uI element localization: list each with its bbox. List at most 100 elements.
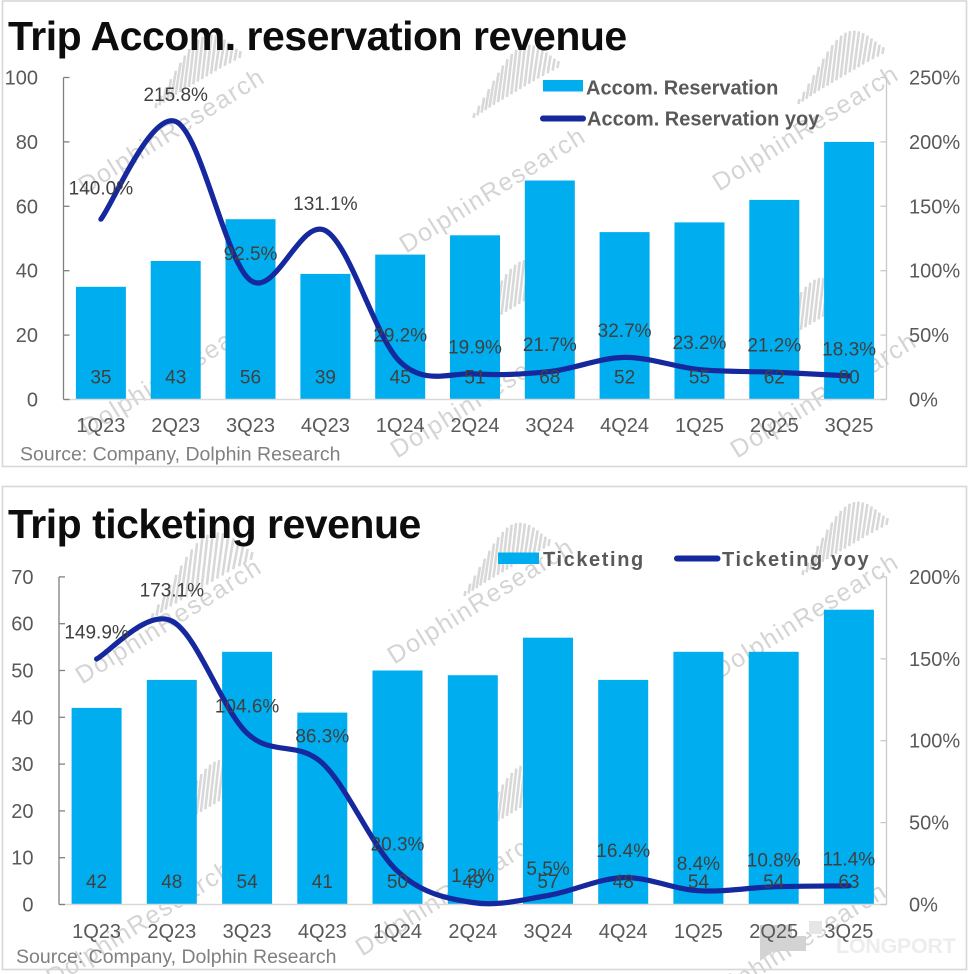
svg-text:80: 80 (16, 132, 38, 154)
svg-text:200%: 200% (909, 132, 960, 154)
svg-text:50%: 50% (909, 325, 949, 347)
svg-text:0%: 0% (909, 895, 938, 917)
svg-text:30: 30 (11, 754, 33, 776)
svg-text:1Q25: 1Q25 (674, 921, 723, 943)
svg-text:Trip ticketing revenue: Trip ticketing revenue (8, 501, 421, 547)
svg-text:41: 41 (312, 872, 333, 893)
svg-text:52: 52 (614, 368, 635, 389)
svg-text:140.0%: 140.0% (69, 179, 134, 200)
svg-text:Source: Company, Dolphin Resea: Source: Company, Dolphin Research (16, 946, 336, 968)
svg-text:Accom. Reservation yoy: Accom. Reservation yoy (587, 109, 820, 131)
svg-text:56: 56 (240, 368, 261, 389)
svg-text:104.6%: 104.6% (215, 697, 280, 718)
svg-text:2Q23: 2Q23 (147, 921, 196, 943)
svg-text:62: 62 (764, 368, 785, 389)
svg-text:21.2%: 21.2% (747, 336, 801, 357)
svg-text:86.3%: 86.3% (295, 727, 349, 748)
svg-text:21.7%: 21.7% (523, 335, 577, 356)
svg-text:2Q24: 2Q24 (448, 921, 497, 943)
svg-text:49: 49 (462, 872, 483, 893)
svg-text:48: 48 (613, 872, 634, 893)
svg-text:5.5%: 5.5% (526, 859, 569, 880)
svg-text:10.8%: 10.8% (747, 850, 801, 871)
svg-text:3Q23: 3Q23 (223, 921, 272, 943)
svg-text:1.2%: 1.2% (451, 866, 494, 887)
svg-text:68: 68 (539, 368, 560, 389)
svg-text:1Q23: 1Q23 (72, 921, 121, 943)
svg-text:1Q24: 1Q24 (373, 921, 422, 943)
svg-text:20.3%: 20.3% (371, 835, 425, 856)
svg-text:100%: 100% (909, 261, 960, 283)
svg-text:45: 45 (390, 368, 411, 389)
svg-text:50: 50 (387, 872, 408, 893)
svg-text:3Q25: 3Q25 (825, 415, 874, 437)
svg-text:70: 70 (11, 567, 33, 589)
svg-text:20: 20 (11, 801, 33, 823)
svg-text:150%: 150% (909, 649, 960, 671)
svg-text:150%: 150% (909, 196, 960, 218)
svg-text:23.2%: 23.2% (673, 333, 727, 354)
svg-text:50%: 50% (909, 813, 949, 835)
svg-text:80: 80 (839, 368, 860, 389)
svg-text:1Q23: 1Q23 (76, 415, 125, 437)
svg-text:0: 0 (27, 390, 38, 412)
svg-text:Ticketing: Ticketing (543, 549, 645, 571)
svg-text:0: 0 (22, 895, 33, 917)
svg-text:54: 54 (763, 872, 785, 893)
svg-text:54: 54 (237, 872, 259, 893)
svg-text:1Q24: 1Q24 (376, 415, 425, 437)
svg-text:18.3%: 18.3% (822, 339, 876, 360)
svg-text:3Q25: 3Q25 (824, 921, 873, 943)
svg-text:Trip Accom. reservation revenu: Trip Accom. reservation revenue (8, 13, 627, 59)
svg-text:43: 43 (165, 368, 186, 389)
svg-text:2Q25: 2Q25 (749, 921, 798, 943)
svg-text:4Q24: 4Q24 (600, 415, 649, 437)
svg-text:63: 63 (838, 872, 859, 893)
svg-text:19.9%: 19.9% (448, 337, 502, 358)
svg-text:10: 10 (11, 848, 33, 870)
svg-text:4Q23: 4Q23 (301, 415, 350, 437)
svg-text:92.5%: 92.5% (224, 244, 278, 265)
svg-text:50: 50 (11, 661, 33, 683)
svg-text:3Q23: 3Q23 (226, 415, 275, 437)
svg-text:4Q23: 4Q23 (298, 921, 347, 943)
svg-text:3Q24: 3Q24 (524, 921, 573, 943)
svg-text:Accom. Reservation: Accom. Reservation (586, 78, 778, 100)
svg-text:3Q24: 3Q24 (525, 415, 574, 437)
svg-text:Source: Company, Dolphin Resea: Source: Company, Dolphin Research (20, 444, 340, 466)
svg-text:54: 54 (688, 872, 710, 893)
svg-text:2Q25: 2Q25 (750, 415, 799, 437)
svg-text:60: 60 (16, 196, 38, 218)
svg-text:42: 42 (86, 872, 107, 893)
svg-text:100: 100 (5, 68, 38, 90)
svg-text:55: 55 (689, 368, 710, 389)
svg-text:16.4%: 16.4% (596, 841, 650, 862)
svg-text:57: 57 (537, 872, 558, 893)
svg-text:200%: 200% (909, 567, 960, 589)
svg-text:0%: 0% (909, 390, 938, 412)
svg-text:131.1%: 131.1% (293, 194, 358, 215)
svg-text:39: 39 (315, 368, 336, 389)
svg-text:1Q25: 1Q25 (675, 415, 724, 437)
svg-text:4Q24: 4Q24 (599, 921, 648, 943)
svg-text:40: 40 (11, 707, 33, 729)
svg-text:2Q24: 2Q24 (451, 415, 500, 437)
svg-text:40: 40 (16, 261, 38, 283)
svg-text:100%: 100% (909, 731, 960, 753)
svg-text:LONGPORT: LONGPORT (836, 934, 956, 958)
svg-text:149.9%: 149.9% (64, 623, 129, 644)
svg-text:51: 51 (464, 368, 485, 389)
svg-text:32.7%: 32.7% (598, 321, 652, 342)
svg-text:11.4%: 11.4% (823, 849, 876, 870)
svg-text:48: 48 (161, 872, 182, 893)
svg-text:60: 60 (11, 614, 33, 636)
svg-text:250%: 250% (909, 68, 960, 90)
svg-text:173.1%: 173.1% (140, 581, 205, 602)
svg-text:29.2%: 29.2% (373, 325, 427, 346)
svg-text:8.4%: 8.4% (677, 854, 720, 875)
svg-text:215.8%: 215.8% (143, 85, 208, 106)
svg-text:2Q23: 2Q23 (151, 415, 200, 437)
svg-text:35: 35 (90, 368, 111, 389)
svg-text:Ticketing yoy: Ticketing yoy (722, 549, 870, 571)
svg-text:20: 20 (16, 325, 38, 347)
